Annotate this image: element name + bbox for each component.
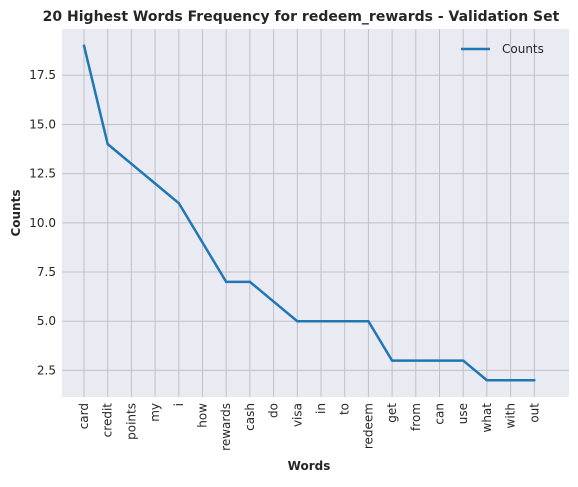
y-axis-label: Counts [9, 189, 23, 236]
y-tick-label: 7.5 [37, 265, 56, 279]
y-tick-label: 10.0 [29, 216, 56, 230]
x-tick-label: out [527, 403, 541, 423]
chart-title: 20 Highest Words Frequency for redeem_re… [43, 9, 560, 25]
plot-background [62, 29, 569, 397]
data-point-with [509, 379, 512, 382]
x-tick-label: i [172, 403, 186, 406]
data-point-what [485, 379, 489, 382]
y-tick-label: 5.0 [37, 314, 56, 328]
data-point-redeem [367, 320, 370, 323]
y-tick-label: 2.5 [37, 363, 56, 377]
data-point-credit [106, 142, 109, 146]
data-point-from [414, 359, 417, 362]
x-tick-label: to [338, 403, 352, 415]
series-line-counts [82, 44, 536, 382]
x-axis-label: Words [288, 459, 331, 473]
x-tick-label: credit [101, 403, 115, 438]
data-point-my [153, 182, 157, 185]
x-tick-label: do [267, 403, 281, 418]
x-tick-label: rewards [219, 403, 233, 451]
data-point-card [82, 44, 86, 47]
data-point-use [462, 359, 465, 362]
x-tick-label: use [456, 403, 470, 424]
x-tick-label: points [124, 403, 138, 440]
data-point-can [438, 359, 441, 362]
x-tick-label: how [196, 403, 210, 428]
y-tick-label: 15.0 [29, 117, 56, 131]
y-tick-labels: 2.5 5.0 7.5 10.0 12.5 15.0 17.5 [29, 68, 56, 377]
data-point-in [319, 320, 323, 323]
data-point-rewards [225, 280, 228, 284]
x-tick-label: can [433, 403, 447, 425]
data-point-to [343, 320, 346, 323]
y-tick-label: 17.5 [29, 68, 56, 82]
x-tick-labels: card credit points my i how rewards cash do visa i… [77, 403, 541, 451]
x-tick-label: card [77, 403, 91, 429]
x-tick-label: from [409, 403, 423, 431]
data-point-i [177, 201, 180, 205]
x-tick-label: with [504, 403, 518, 428]
x-tick-label: my [148, 403, 162, 422]
data-point-points [130, 162, 133, 166]
data-point-how [201, 241, 204, 244]
legend: Counts [461, 42, 544, 56]
data-point-visa [296, 320, 299, 323]
x-tick-label: in [314, 403, 328, 414]
x-tick-label: get [385, 403, 399, 423]
x-tick-label: cash [243, 403, 257, 431]
grid-layer [62, 29, 569, 397]
data-point-out [533, 379, 536, 382]
data-point-do [272, 300, 275, 303]
series-layer [82, 44, 536, 382]
data-point-cash [248, 280, 252, 284]
legend-label-counts: Counts [502, 42, 544, 56]
x-tick-label: visa [290, 403, 304, 427]
x-tick-label: redeem [361, 403, 375, 449]
y-tick-label: 12.5 [29, 167, 56, 181]
data-point-get [390, 359, 394, 362]
x-tick-label: what [480, 403, 494, 433]
